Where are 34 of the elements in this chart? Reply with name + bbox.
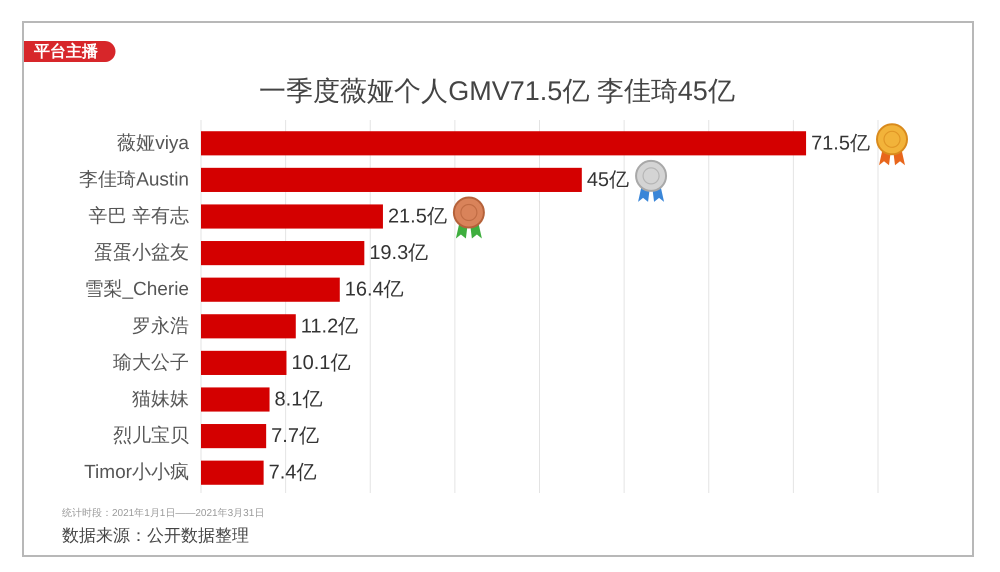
y-tick-label: 猫妹妹 <box>132 389 189 410</box>
y-tick-label: 雪梨_Cherie <box>84 279 189 300</box>
data-label: 11.2亿 <box>300 315 358 338</box>
bar <box>201 387 270 412</box>
bar <box>201 204 383 229</box>
bar <box>201 424 266 448</box>
bar <box>201 131 806 156</box>
y-tick-label: 烈儿宝贝 <box>113 424 189 447</box>
data-label: 45亿 <box>586 168 630 191</box>
bar <box>201 278 340 302</box>
bar <box>201 241 364 266</box>
data-label: 10.1亿 <box>291 352 350 374</box>
text: 统计时段：2021年1月1日——2021年3月31日 <box>62 507 264 519</box>
data-label: 71.5亿 <box>811 132 870 154</box>
bar <box>201 314 296 338</box>
data-label: 19.3亿 <box>369 242 428 264</box>
y-tick-label: 辛巴 辛有志 <box>88 205 189 227</box>
bar <box>201 168 582 192</box>
y-tick-label: 蛋蛋小盆友 <box>94 242 189 264</box>
y-tick-label: 李佳琦Austin <box>79 169 189 190</box>
y-tick-label: Timor小小疯 <box>84 462 189 484</box>
text: 平台主播 <box>33 42 99 60</box>
bar <box>201 350 286 375</box>
data-label: 7.7亿 <box>271 425 319 448</box>
source-note: 数据来源：公开数据整理 <box>62 526 249 545</box>
y-tick-label: 薇娅viya <box>117 132 190 154</box>
bar <box>201 460 264 485</box>
y-tick-label: 瑜大公子 <box>113 352 189 374</box>
chart-title: 一季度薇娅个人GMV71.5亿 李佳琦45亿 <box>259 76 735 106</box>
data-label: 21.5亿 <box>388 206 447 228</box>
data-label: 8.1亿 <box>274 388 322 410</box>
data-label: 7.4亿 <box>268 462 316 484</box>
data-label: 16.4亿 <box>344 278 404 301</box>
y-tick-label: 罗永浩 <box>132 314 189 337</box>
